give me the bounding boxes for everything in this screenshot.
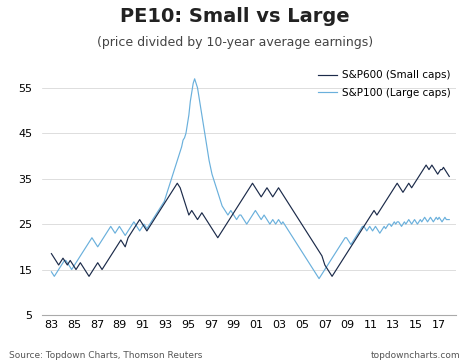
S&P100 (Large caps) [197,104,203,108]
Text: PE10: Small vs Large: PE10: Small vs Large [120,7,350,26]
Legend: S&P600 (Small caps), S&P100 (Large caps): S&P600 (Small caps), S&P100 (Large caps) [318,70,451,98]
S&P600 (Small caps) [326,270,332,274]
S&P600 (Small caps) [287,204,293,208]
S&P100 (Large caps) [101,236,106,240]
S&P600 (Small caps) [86,274,92,278]
Line: S&P100 (Large caps): S&P100 (Large caps) [51,79,449,279]
S&P600 (Small caps) [197,213,203,217]
Line: S&P600 (Small caps): S&P600 (Small caps) [51,165,449,276]
S&P100 (Large caps) [252,208,258,212]
S&P600 (Small caps) [257,193,263,197]
S&P600 (Small caps) [252,186,258,190]
S&P600 (Small caps) [423,163,429,167]
Text: (price divided by 10-year average earnings): (price divided by 10-year average earnin… [97,36,373,49]
S&P100 (Large caps) [328,258,333,262]
S&P600 (Small caps) [446,174,452,178]
S&P600 (Small caps) [102,263,108,267]
S&P100 (Large caps) [48,270,54,274]
S&P600 (Small caps) [48,252,54,256]
S&P100 (Large caps) [287,231,293,235]
S&P100 (Large caps) [446,218,452,222]
S&P100 (Large caps) [257,215,263,219]
Text: topdowncharts.com: topdowncharts.com [371,351,461,360]
S&P100 (Large caps) [316,277,322,281]
Text: Source: Topdown Charts, Thomson Reuters: Source: Topdown Charts, Thomson Reuters [9,351,203,360]
S&P100 (Large caps) [192,77,197,81]
